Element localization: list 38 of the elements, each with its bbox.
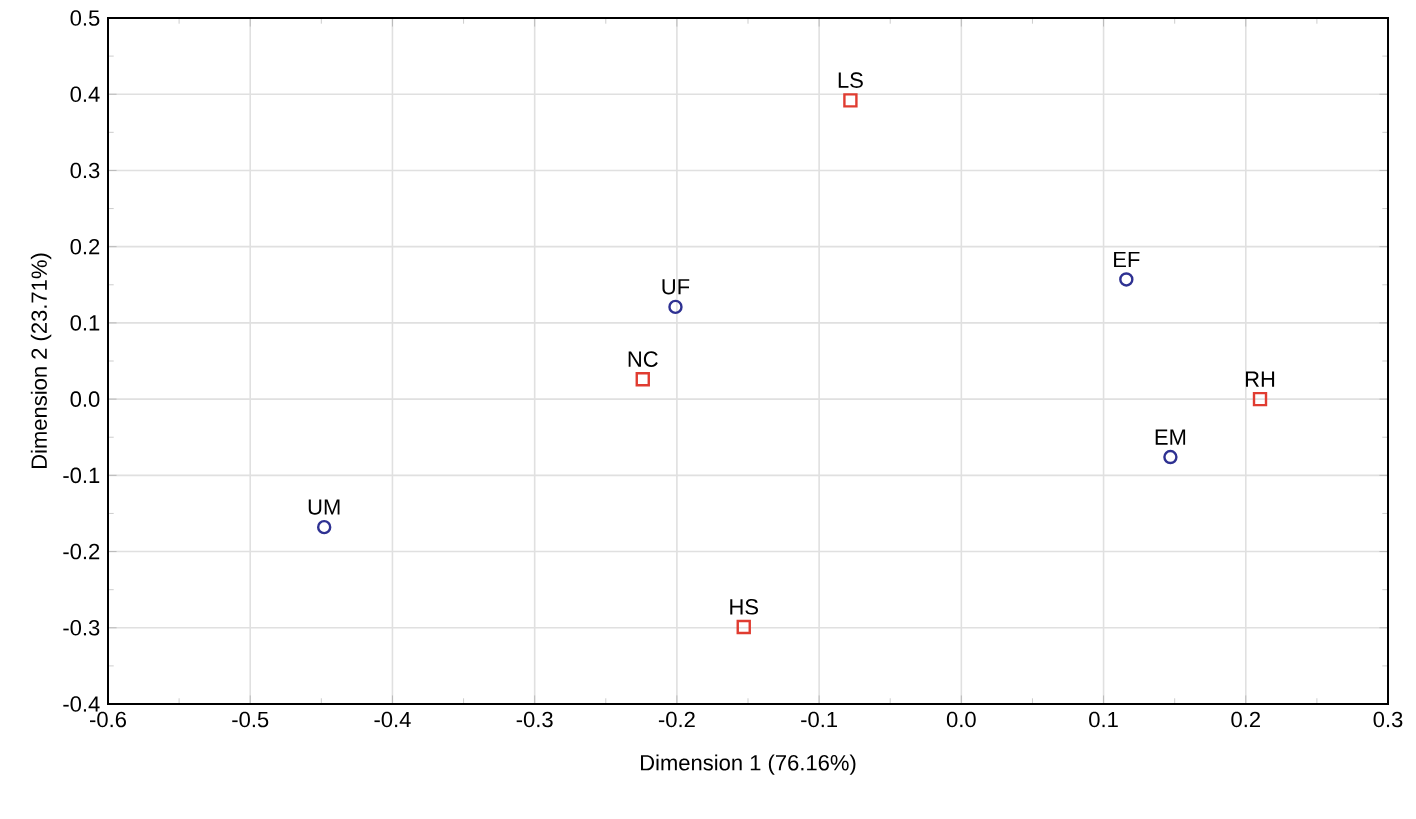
annotation: NC bbox=[628, 351, 658, 367]
y-tick-label: 0.5 bbox=[70, 10, 100, 26]
x-tick-label: -0.3 bbox=[516, 711, 553, 728]
y-axis-title: Dimension 2 (23.71%) bbox=[30, 253, 52, 469]
x-tick-label: -0.5 bbox=[232, 711, 269, 728]
y-tick-label: 0.4 bbox=[70, 86, 100, 103]
point bbox=[1252, 391, 1268, 407]
point bbox=[635, 372, 650, 387]
annotation: RH bbox=[1245, 371, 1275, 387]
y-tick-label: 0.1 bbox=[70, 315, 100, 331]
annotation: EF bbox=[1114, 251, 1140, 268]
x-tick-label: -0.1 bbox=[801, 711, 838, 728]
point bbox=[736, 619, 751, 635]
x-tick-label: 0.2 bbox=[1231, 711, 1260, 728]
point bbox=[843, 93, 858, 108]
x-tick-label: -0.6 bbox=[90, 711, 126, 728]
annotation: HS bbox=[730, 599, 758, 615]
point bbox=[1163, 449, 1178, 465]
y-tick-label: -0.2 bbox=[63, 543, 100, 560]
x-tick-label: -0.2 bbox=[658, 711, 695, 728]
y-tick-label: 0.0 bbox=[70, 391, 100, 407]
y-tick-label: -0.1 bbox=[63, 467, 100, 484]
point bbox=[316, 519, 332, 535]
annotation: UF bbox=[662, 279, 690, 295]
x-tick-label: 0.3 bbox=[1373, 711, 1403, 728]
point bbox=[1119, 272, 1134, 287]
x-tick-label: 0.0 bbox=[946, 711, 976, 728]
y-tick-label: 0.2 bbox=[70, 238, 100, 255]
annotation: LS bbox=[838, 72, 863, 88]
point bbox=[668, 299, 683, 315]
y-tick-label: -0.3 bbox=[63, 620, 100, 636]
y-tick-label: -0.4 bbox=[63, 696, 100, 712]
x-tick-label: -0.4 bbox=[374, 711, 411, 728]
y-tick-label: 0.3 bbox=[70, 162, 100, 179]
annotation: EM bbox=[1155, 429, 1186, 445]
x-tick-label: 0.1 bbox=[1089, 711, 1118, 728]
annotation: UM bbox=[308, 499, 340, 515]
x-axis-title: Dimension 1 (76.16%) bbox=[641, 754, 856, 775]
